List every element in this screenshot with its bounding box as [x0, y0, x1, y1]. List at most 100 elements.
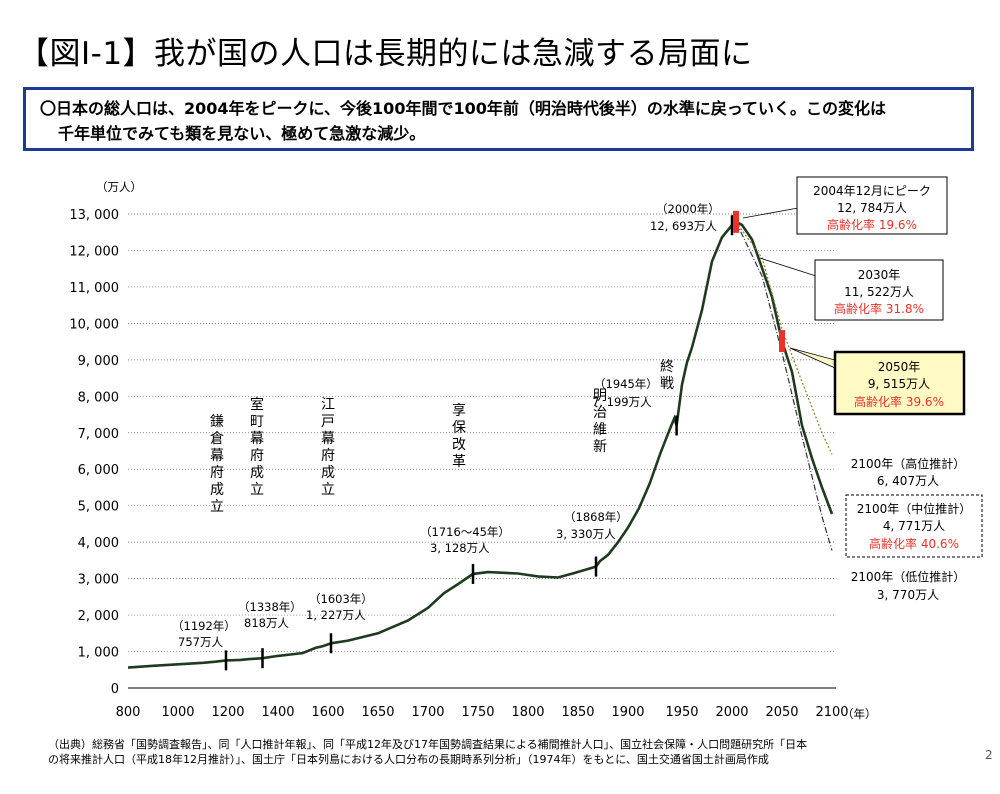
vertical-char: 改 — [452, 437, 466, 453]
y-tick-label: 9, 000 — [78, 354, 119, 369]
y-tick-label: 6, 000 — [78, 463, 119, 478]
page-title: 【図Ⅰ-1】我が国の人口は長期的には急減する局面に — [18, 36, 753, 72]
population-chart: 0 1, 000 2, 000 3, 000 4, 000 5, 000 6, 000 7, … — [69, 176, 983, 721]
mid-projection-callout: 2100年（中位推計） 4, 771万人 高齢化率 40.6% — [845, 494, 983, 558]
x-tick-label: 1950 — [665, 705, 698, 720]
x-tick-label: 1800 — [511, 705, 544, 720]
series-line-1 — [735, 221, 833, 455]
vertical-char: 立 — [321, 482, 335, 498]
y-tick-label: 2, 000 — [78, 609, 119, 624]
grid-lines — [128, 213, 836, 652]
x-tick-label: 1900 — [611, 705, 644, 720]
y2030-callout-line2: 11, 522万人 — [844, 285, 914, 299]
meiji-label: 明治維新 — [593, 388, 607, 455]
y2030-callout: 2030年 11, 522万人 高齢化率 31.8% — [814, 259, 944, 321]
y-tick-label: 12, 000 — [69, 244, 119, 259]
vertical-event-labels: 鎌倉幕府成立 室町幕府成立 江戸幕府成立 享保改革 明治維新 終戦 — [210, 359, 674, 515]
y-tick-labels: 0 1, 000 2, 000 3, 000 4, 000 5, 000 6, 000 7, … — [69, 208, 119, 697]
edo-year: （1603年） — [309, 592, 373, 606]
vertical-char: 成 — [321, 465, 335, 481]
vertical-char: 革 — [452, 454, 466, 470]
x-tick-label: 1750 — [461, 705, 494, 720]
vertical-char: 立 — [210, 499, 224, 515]
series-line-2 — [735, 221, 833, 551]
vertical-char: 戦 — [660, 376, 674, 392]
source-line-2: の将来推計人口（平成18年12月推計）」、国土庁「日本列島における人口分布の長期… — [48, 753, 769, 766]
y-tick-label: 8, 000 — [78, 390, 119, 405]
kyoho-label: 享保改革 — [452, 402, 466, 470]
vertical-char: 保 — [452, 420, 466, 436]
series-lines — [127, 220, 834, 669]
vertical-char: 町 — [250, 414, 264, 430]
event-markers — [224, 210, 785, 671]
x-tick-label: 2050 — [765, 705, 798, 720]
kamakura-year: （1192年） — [172, 619, 236, 633]
vertical-char: 府 — [250, 448, 264, 464]
y-tick-label: 4, 000 — [78, 536, 119, 551]
meiji-value: 3, 330万人 — [556, 527, 616, 541]
kamakura-value: 757万人 — [178, 635, 223, 649]
mid-projection-line1: 2100年（中位推計） — [857, 501, 972, 516]
y-axis-unit: （万人） — [96, 180, 142, 194]
y2050-callout-line2: 9, 515万人 — [868, 377, 930, 391]
y2050-callout-box — [833, 350, 966, 416]
vertical-char: 府 — [210, 465, 224, 481]
source-note: （出典）総務省「国勢調査報告」、同「人口推計年報」、同「平成12年及び17年国勢… — [48, 737, 958, 767]
y-tick-label: 13, 000 — [69, 208, 119, 223]
meiji-year: （1868年） — [564, 510, 628, 524]
vertical-char: 倉 — [210, 431, 224, 447]
vertical-char: 立 — [250, 482, 264, 498]
war-value: 7, 199万人 — [592, 395, 652, 409]
y2000-year: （2000年） — [656, 202, 720, 216]
vertical-char: 幕 — [250, 431, 264, 447]
peak-callout: 2004年12月にピーク 12, 784万人 高齢化率 19.6% — [796, 176, 948, 235]
y2030-callout-line3: 高齢化率 31.8% — [834, 301, 924, 316]
y2050-callout-line3: 高齢化率 39.6% — [854, 394, 944, 409]
edo-label: 江戸幕府成立 — [321, 397, 335, 498]
x-axis-unit: （年） — [842, 707, 877, 721]
y2050-leader — [789, 347, 836, 369]
x-tick-label: 1000 — [161, 705, 194, 720]
kyoho-value: 3, 128万人 — [430, 541, 490, 555]
summary-box: 〇日本の総人口は、2004年をピークに、今後100年間で100年前（明治時代後半… — [23, 87, 974, 151]
low-projection-line1: 2100年（低位推計） — [851, 569, 966, 584]
war-label: 終戦 — [660, 359, 674, 392]
vertical-char: 室 — [250, 396, 264, 413]
y-tick-label: 11, 000 — [69, 281, 119, 296]
mid-projection-line3: 高齢化率 40.6% — [869, 536, 959, 551]
vertical-char: 新 — [593, 439, 607, 455]
x-tick-label: 1700 — [411, 705, 444, 720]
muromachi-value: 818万人 — [244, 616, 289, 630]
summary-line-2: 千年単位でみても類を見ない、極めて急激な減少。 — [58, 124, 426, 143]
muromachi-year: （1338年） — [238, 600, 302, 614]
vertical-char: 享 — [452, 402, 466, 419]
highlight-marker — [779, 330, 785, 353]
muromachi-label: 室町幕府成立 — [250, 396, 264, 498]
vertical-char: 幕 — [321, 431, 335, 447]
y2050-callout: 2050年 9, 515万人 高齢化率 39.6% — [833, 350, 966, 416]
kyoho-year: （1716～45年） — [420, 525, 510, 539]
vertical-char: 鎌 — [210, 414, 224, 430]
x-tick-label: 2100 — [815, 705, 848, 720]
highlight-marker — [733, 210, 739, 233]
x-tick-label: 800 — [116, 705, 141, 720]
y-tick-label: 7, 000 — [78, 427, 119, 442]
vertical-char: 成 — [210, 482, 224, 498]
vertical-char: 明 — [593, 388, 607, 404]
war-year: （1945年） — [594, 377, 658, 391]
y-tick-label: 0 — [111, 682, 119, 697]
y2030-callout-box — [814, 259, 944, 321]
x-tick-label: 2000 — [715, 705, 748, 720]
y2050-callout-line1: 2050年 — [878, 360, 921, 374]
mid-projection-line2: 4, 771万人 — [883, 519, 945, 533]
peak-callout-line1: 2004年12月にピーク — [813, 184, 931, 198]
summary-line-1: 〇日本の総人口は、2004年をピークに、今後100年間で100年前（明治時代後半… — [40, 99, 887, 118]
vertical-char: 維 — [593, 422, 607, 438]
x-tick-label: 1200 — [211, 705, 244, 720]
x-tick-label: 1600 — [311, 705, 344, 720]
kamakura-label: 鎌倉幕府成立 — [210, 414, 224, 515]
edo-value: 1, 227万人 — [306, 608, 366, 622]
vertical-char: 府 — [321, 448, 335, 464]
peak-callout-line3: 高齢化率 19.6% — [827, 217, 917, 232]
x-tick-label: 1850 — [561, 705, 594, 720]
